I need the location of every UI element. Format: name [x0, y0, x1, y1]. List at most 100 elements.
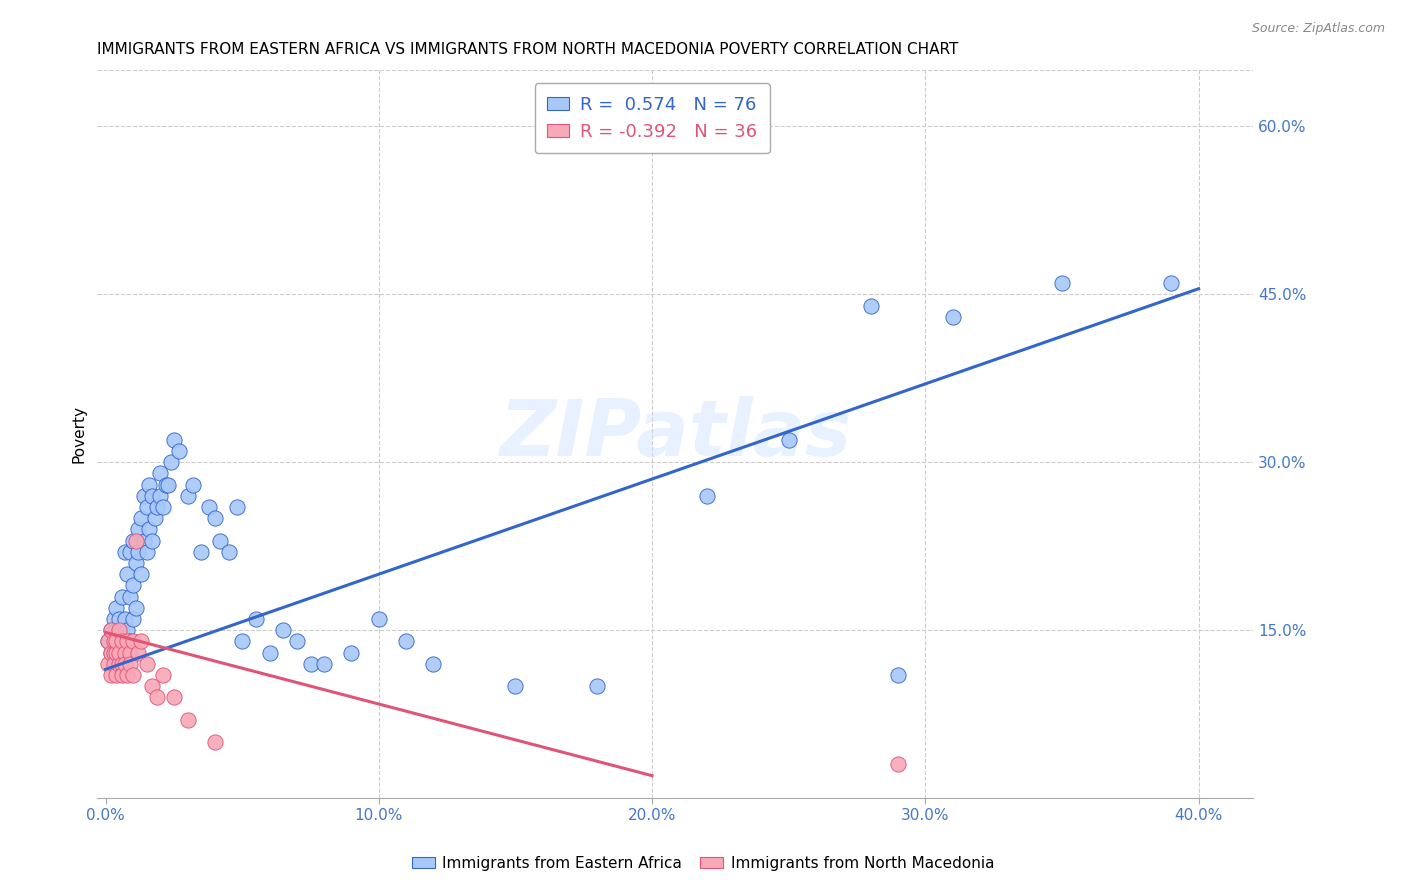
Point — [122, 668, 145, 682]
Point — [117, 668, 139, 682]
Point — [108, 612, 131, 626]
Point — [160, 455, 183, 469]
Point — [114, 657, 136, 671]
Point — [155, 477, 177, 491]
Point — [100, 623, 122, 637]
Point — [105, 668, 128, 682]
Point — [105, 646, 128, 660]
Y-axis label: Poverty: Poverty — [72, 405, 86, 463]
Legend: Immigrants from Eastern Africa, Immigrants from North Macedonia: Immigrants from Eastern Africa, Immigran… — [405, 850, 1001, 877]
Point — [218, 545, 240, 559]
Point — [422, 657, 444, 671]
Point — [859, 298, 882, 312]
Point — [778, 433, 800, 447]
Point — [135, 545, 157, 559]
Point — [114, 646, 136, 660]
Point — [97, 634, 120, 648]
Point — [138, 477, 160, 491]
Point — [105, 646, 128, 660]
Text: Source: ZipAtlas.com: Source: ZipAtlas.com — [1251, 22, 1385, 36]
Point — [141, 679, 163, 693]
Point — [1160, 276, 1182, 290]
Point — [114, 612, 136, 626]
Point — [111, 657, 134, 671]
Point — [696, 489, 718, 503]
Point — [129, 511, 152, 525]
Point — [198, 500, 221, 514]
Point — [100, 646, 122, 660]
Point — [157, 477, 180, 491]
Point — [120, 590, 142, 604]
Point — [120, 545, 142, 559]
Point — [129, 634, 152, 648]
Point — [111, 590, 134, 604]
Point — [122, 533, 145, 548]
Point — [132, 533, 155, 548]
Point — [271, 623, 294, 637]
Point — [129, 567, 152, 582]
Point — [100, 623, 122, 637]
Point — [169, 444, 191, 458]
Point — [127, 646, 149, 660]
Point — [122, 612, 145, 626]
Point — [103, 612, 125, 626]
Point — [176, 489, 198, 503]
Point — [114, 545, 136, 559]
Point — [108, 646, 131, 660]
Point — [152, 668, 174, 682]
Point — [887, 757, 910, 772]
Point — [163, 690, 186, 705]
Point — [149, 489, 172, 503]
Point — [152, 500, 174, 514]
Point — [103, 634, 125, 648]
Legend: R =  0.574   N = 76, R = -0.392   N = 36: R = 0.574 N = 76, R = -0.392 N = 36 — [534, 83, 769, 153]
Point — [1050, 276, 1073, 290]
Point — [120, 657, 142, 671]
Point — [204, 735, 226, 749]
Point — [285, 634, 308, 648]
Point — [111, 623, 134, 637]
Point — [120, 646, 142, 660]
Point — [120, 634, 142, 648]
Point — [149, 467, 172, 481]
Point — [395, 634, 418, 648]
Point — [122, 634, 145, 648]
Point — [299, 657, 322, 671]
Point — [103, 657, 125, 671]
Point — [124, 556, 146, 570]
Point — [124, 533, 146, 548]
Point — [111, 634, 134, 648]
Point — [108, 634, 131, 648]
Point — [163, 433, 186, 447]
Point — [108, 623, 131, 637]
Point — [143, 511, 166, 525]
Point — [505, 679, 527, 693]
Point — [367, 612, 389, 626]
Point — [141, 489, 163, 503]
Point — [100, 668, 122, 682]
Point — [204, 511, 226, 525]
Point — [340, 646, 363, 660]
Point — [114, 634, 136, 648]
Point — [146, 500, 169, 514]
Point — [117, 623, 139, 637]
Point — [138, 522, 160, 536]
Point — [132, 489, 155, 503]
Point — [105, 634, 128, 648]
Point — [176, 713, 198, 727]
Point — [111, 668, 134, 682]
Point — [117, 567, 139, 582]
Point — [135, 657, 157, 671]
Point — [135, 500, 157, 514]
Point — [127, 545, 149, 559]
Point — [141, 533, 163, 548]
Point — [100, 646, 122, 660]
Point — [942, 310, 965, 324]
Point — [586, 679, 609, 693]
Point — [181, 477, 204, 491]
Point — [259, 646, 281, 660]
Point — [887, 668, 910, 682]
Point — [97, 634, 120, 648]
Point — [97, 657, 120, 671]
Point — [105, 623, 128, 637]
